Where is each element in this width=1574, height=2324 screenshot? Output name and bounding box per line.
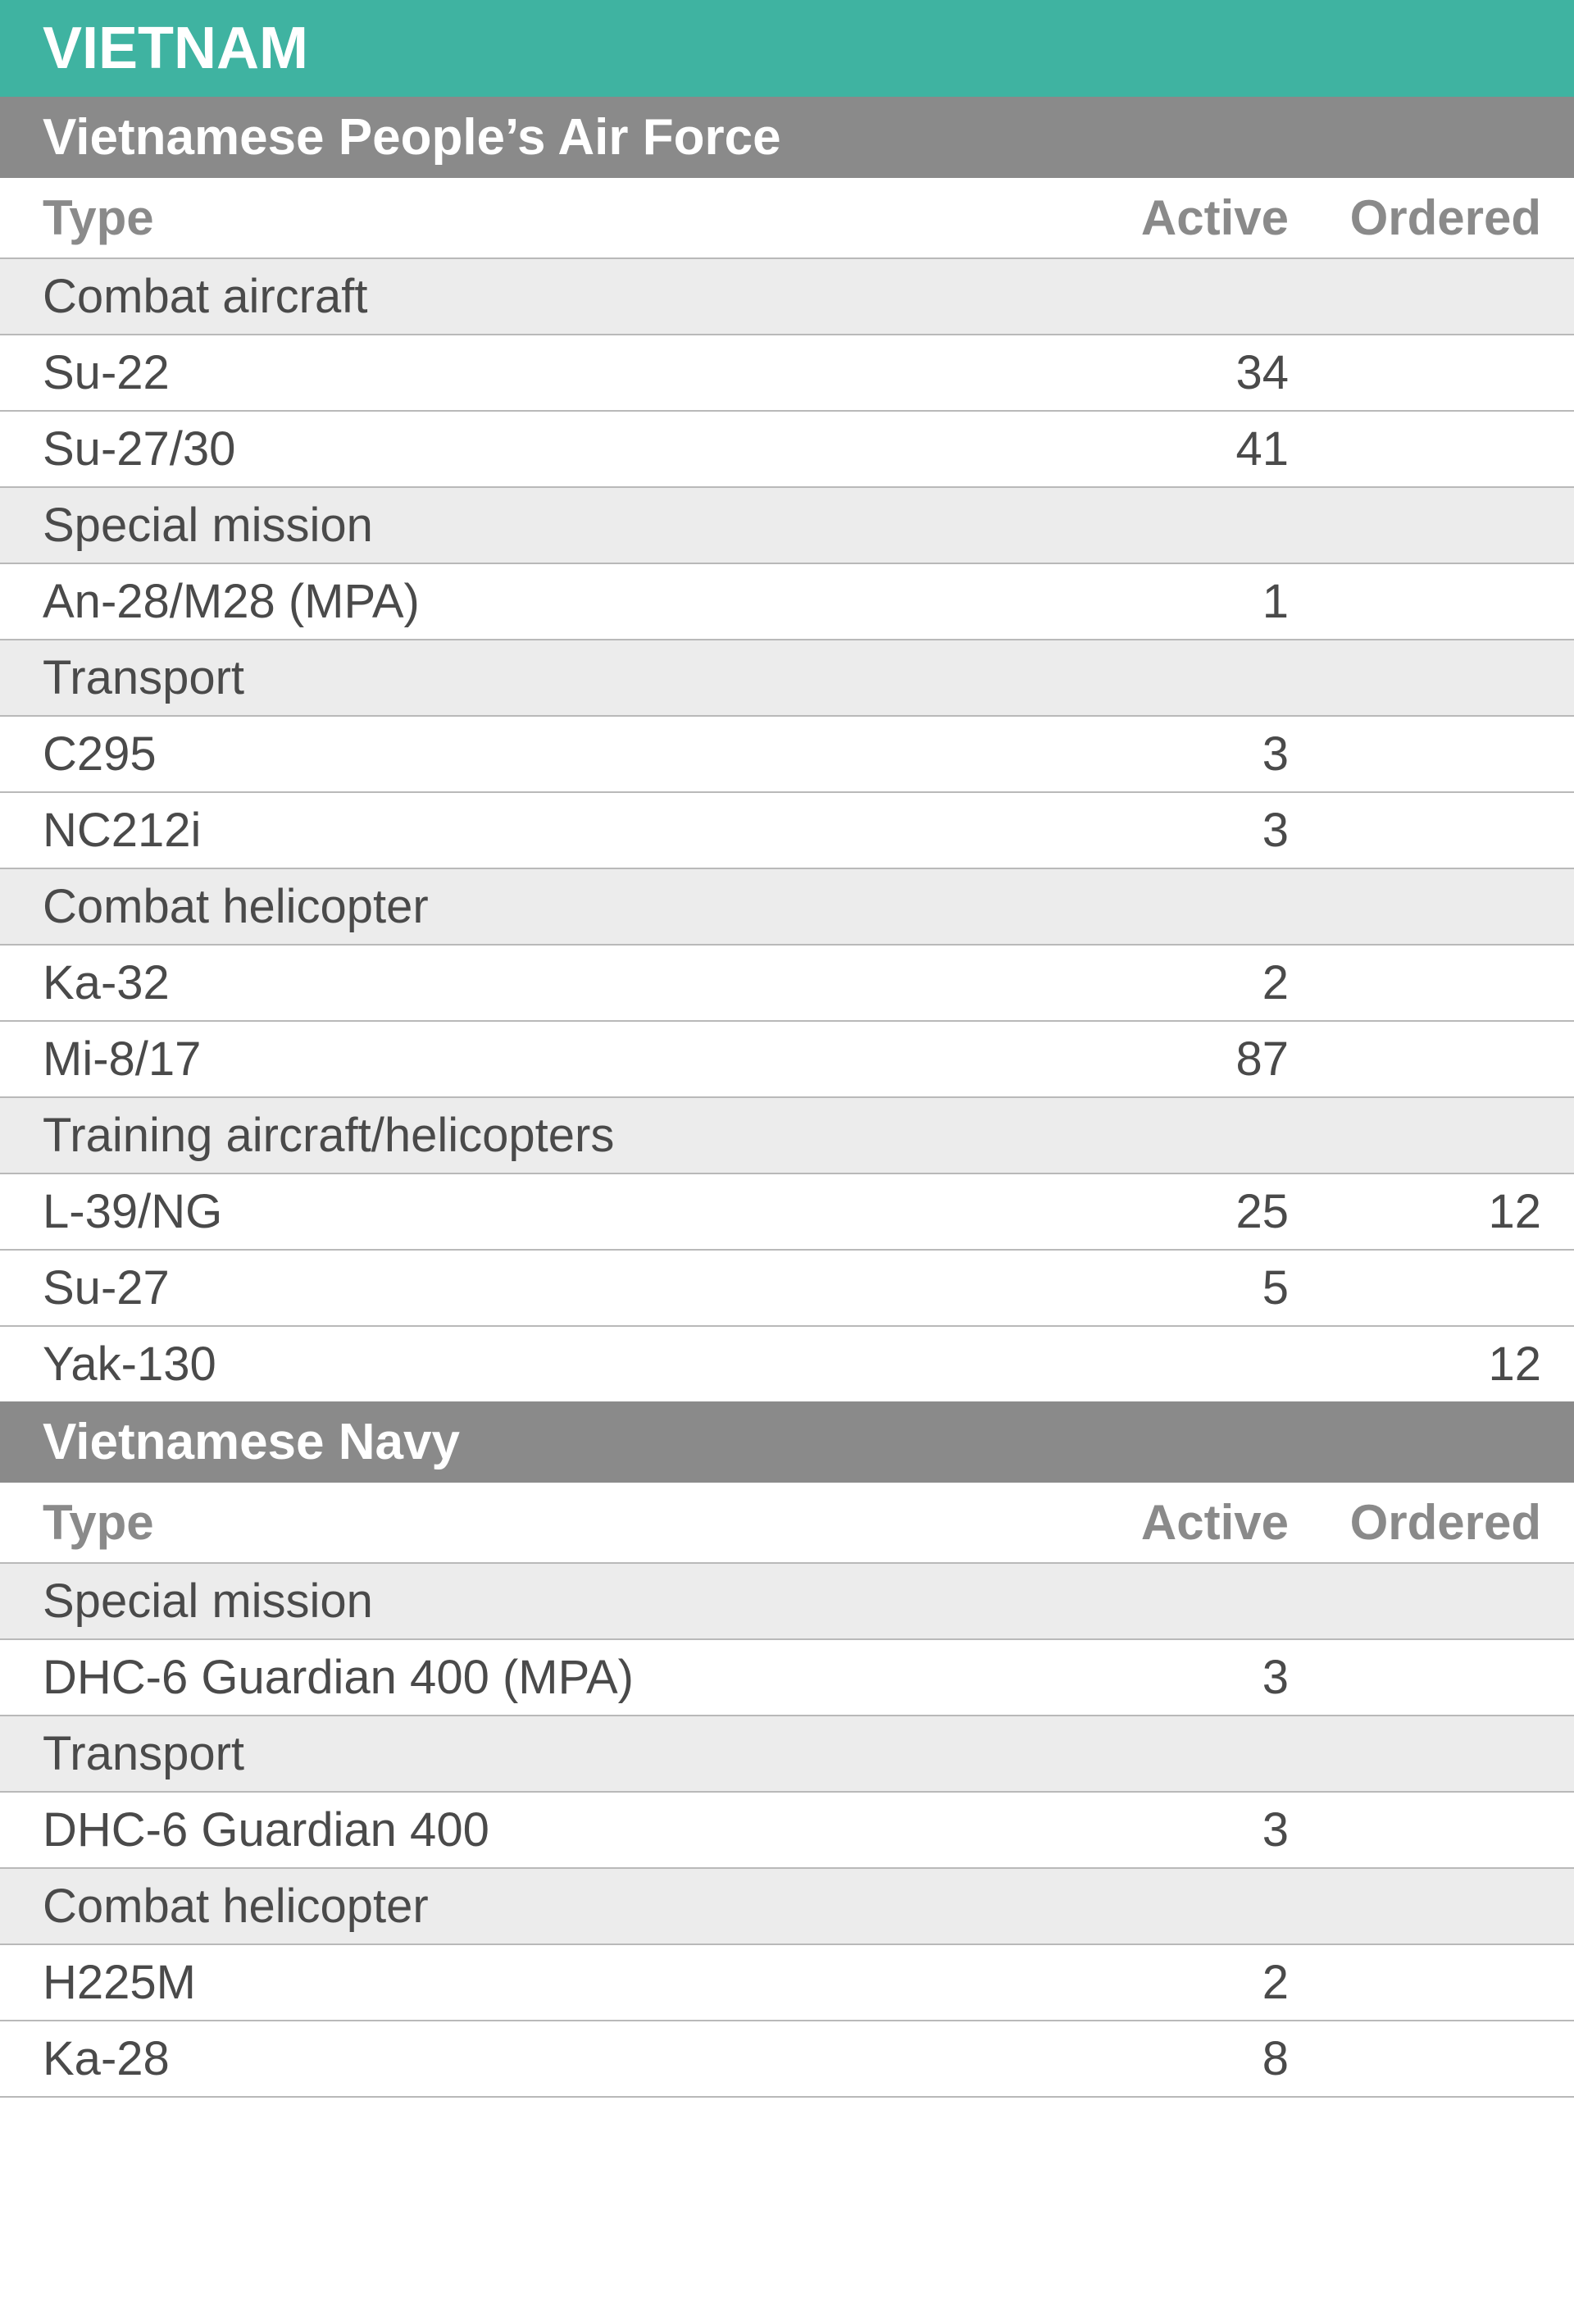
cell-type: Su-27 <box>43 1260 985 1315</box>
category-row: Combat helicopter <box>0 869 1574 946</box>
col-active: Active <box>985 189 1289 246</box>
cell-active: 5 <box>985 1260 1289 1315</box>
table-row: DHC-6 Guardian 400 (MPA)3 <box>0 1640 1574 1716</box>
category-row: Special mission <box>0 1564 1574 1640</box>
cell-type: Su-27/30 <box>43 422 985 476</box>
cell-type: Yak-130 <box>43 1337 985 1392</box>
col-ordered: Ordered <box>1289 1494 1541 1551</box>
category-label: Special mission <box>43 498 985 553</box>
table-row: Su-2234 <box>0 335 1574 412</box>
cell-active: 41 <box>985 422 1289 476</box>
country-header: VIETNAM <box>0 0 1574 97</box>
category-label: Combat aircraft <box>43 269 985 324</box>
branch-header: Vietnamese People’s Air Force <box>0 97 1574 178</box>
table-row: NC212i3 <box>0 793 1574 869</box>
cell-active: 3 <box>985 803 1289 858</box>
table-row: An-28/M28 (MPA)1 <box>0 564 1574 640</box>
cell-type: DHC-6 Guardian 400 (MPA) <box>43 1650 985 1705</box>
cell-active: 34 <box>985 345 1289 400</box>
country-name: VIETNAM <box>43 15 985 82</box>
cell-type: L-39/NG <box>43 1184 985 1239</box>
category-label: Combat helicopter <box>43 1879 985 1934</box>
table-row: C2953 <box>0 717 1574 793</box>
category-row: Transport <box>0 1716 1574 1793</box>
cell-active: 1 <box>985 574 1289 629</box>
category-label: Special mission <box>43 1574 985 1629</box>
cell-ordered: 12 <box>1289 1184 1541 1239</box>
cell-type: C295 <box>43 727 985 782</box>
cell-type: An-28/M28 (MPA) <box>43 574 985 629</box>
table-row: Mi-8/1787 <box>0 1022 1574 1098</box>
category-label: Transport <box>43 650 985 705</box>
col-active: Active <box>985 1494 1289 1551</box>
table-row: Yak-130 12 <box>0 1327 1574 1401</box>
military-fleet-table: VIETNAM Vietnamese People’s Air Force Ty… <box>0 0 1574 2098</box>
cell-type: Mi-8/17 <box>43 1032 985 1087</box>
col-type: Type <box>43 189 985 246</box>
category-row: Combat helicopter <box>0 1869 1574 1945</box>
cell-active: 25 <box>985 1184 1289 1239</box>
cell-type: H225M <box>43 1955 985 2010</box>
branch-name: Vietnamese Navy <box>43 1413 985 1471</box>
category-row: Transport <box>0 640 1574 717</box>
table-row: Su-27/3041 <box>0 412 1574 488</box>
category-label: Transport <box>43 1726 985 1781</box>
cell-active: 3 <box>985 727 1289 782</box>
table-row: Ka-288 <box>0 2021 1574 2098</box>
table-row: Su-275 <box>0 1251 1574 1327</box>
cell-active: 87 <box>985 1032 1289 1087</box>
col-ordered: Ordered <box>1289 189 1541 246</box>
cell-active: 3 <box>985 1802 1289 1857</box>
col-type: Type <box>43 1494 985 1551</box>
category-label: Combat helicopter <box>43 879 985 934</box>
category-label: Training aircraft/helicopters <box>43 1108 985 1163</box>
cell-type: Ka-28 <box>43 2031 985 2086</box>
cell-active: 3 <box>985 1650 1289 1705</box>
cell-type: Ka-32 <box>43 955 985 1010</box>
cell-type: DHC-6 Guardian 400 <box>43 1802 985 1857</box>
branch-header: Vietnamese Navy <box>0 1401 1574 1483</box>
cell-type: NC212i <box>43 803 985 858</box>
cell-active: 2 <box>985 1955 1289 2010</box>
cell-ordered: 12 <box>1289 1337 1541 1392</box>
table-row: DHC-6 Guardian 4003 <box>0 1793 1574 1869</box>
cell-type: Su-22 <box>43 345 985 400</box>
category-row: Training aircraft/helicopters <box>0 1098 1574 1174</box>
table-row: L-39/NG2512 <box>0 1174 1574 1251</box>
cell-active: 2 <box>985 955 1289 1010</box>
category-row: Combat aircraft <box>0 259 1574 335</box>
category-row: Special mission <box>0 488 1574 564</box>
table-row: Ka-322 <box>0 946 1574 1022</box>
column-header-row: Type Active Ordered <box>0 1483 1574 1564</box>
cell-active: 8 <box>985 2031 1289 2086</box>
branch-name: Vietnamese People’s Air Force <box>43 108 985 166</box>
table-row: H225M2 <box>0 1945 1574 2021</box>
column-header-row: Type Active Ordered <box>0 178 1574 259</box>
